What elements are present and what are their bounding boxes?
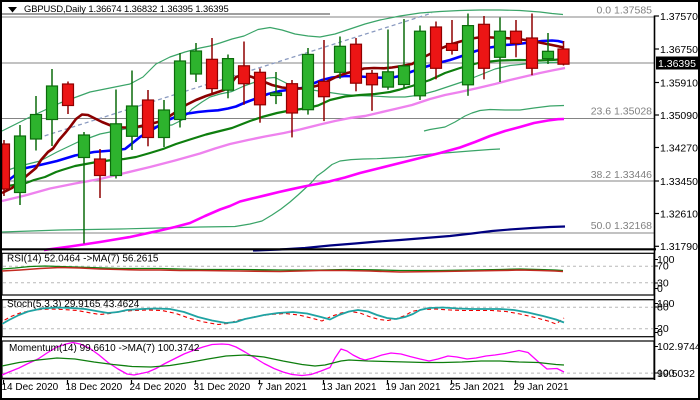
- svg-text:0: 0: [657, 327, 663, 339]
- svg-text:29 Jan 2021: 29 Jan 2021: [514, 382, 569, 393]
- svg-text:1.31790: 1.31790: [660, 241, 698, 253]
- svg-text:1.36750: 1.36750: [660, 44, 698, 56]
- svg-text:1.36395: 1.36395: [658, 58, 696, 70]
- svg-text:99.5032: 99.5032: [657, 368, 695, 380]
- svg-text:Stoch(5,3,3) 29.9165 43.4624: Stoch(5,3,3) 29.9165 43.4624: [7, 299, 140, 310]
- svg-text:50.0 1.32168: 50.0 1.32168: [591, 220, 652, 232]
- svg-text:38.2 1.33446: 38.2 1.33446: [591, 169, 652, 181]
- svg-text:20: 20: [657, 323, 669, 335]
- svg-text:1.37570: 1.37570: [660, 11, 698, 23]
- svg-text:0.0 1.37585: 0.0 1.37585: [597, 5, 653, 17]
- svg-text:1.34270: 1.34270: [660, 142, 698, 154]
- svg-text:100: 100: [657, 368, 675, 380]
- svg-text:100: 100: [657, 298, 675, 310]
- svg-text:30: 30: [657, 278, 669, 290]
- svg-text:1.32610: 1.32610: [660, 208, 698, 220]
- svg-text:23.6 1.35028: 23.6 1.35028: [591, 106, 652, 118]
- svg-text:19 Jan 2021: 19 Jan 2021: [386, 382, 441, 393]
- svg-text:102.9744: 102.9744: [657, 341, 700, 353]
- svg-text:13 Jan 2021: 13 Jan 2021: [322, 382, 377, 393]
- svg-text:GBPUSD,Daily 1.36674 1.36832: GBPUSD,Daily 1.36674 1.36832 1.36395 1.3…: [24, 3, 229, 14]
- svg-text:1.33450: 1.33450: [660, 176, 698, 188]
- svg-text:70: 70: [657, 261, 669, 273]
- svg-text:14 Dec 2020: 14 Dec 2020: [2, 382, 59, 393]
- svg-text:1.35090: 1.35090: [660, 110, 698, 122]
- svg-text:80: 80: [657, 302, 669, 314]
- svg-text:100: 100: [657, 254, 675, 266]
- svg-text:RSI(14) 52.0464 ->MA(7) 56.26: RSI(14) 52.0464 ->MA(7) 56.2615: [7, 254, 159, 265]
- svg-text:25 Jan 2021: 25 Jan 2021: [450, 382, 505, 393]
- svg-text:31 Dec 2020: 31 Dec 2020: [194, 382, 251, 393]
- svg-text:1.35910: 1.35910: [660, 77, 698, 89]
- svg-text:7 Jan 2021: 7 Jan 2021: [258, 382, 308, 393]
- svg-text:Momentum(14) 99.6610 ->MA(7): Momentum(14) 99.6610 ->MA(7) 100.3742: [9, 343, 200, 354]
- svg-text:24 Dec 2020: 24 Dec 2020: [130, 382, 187, 393]
- svg-text:0: 0: [657, 283, 663, 295]
- svg-text:18 Dec 2020: 18 Dec 2020: [66, 382, 123, 393]
